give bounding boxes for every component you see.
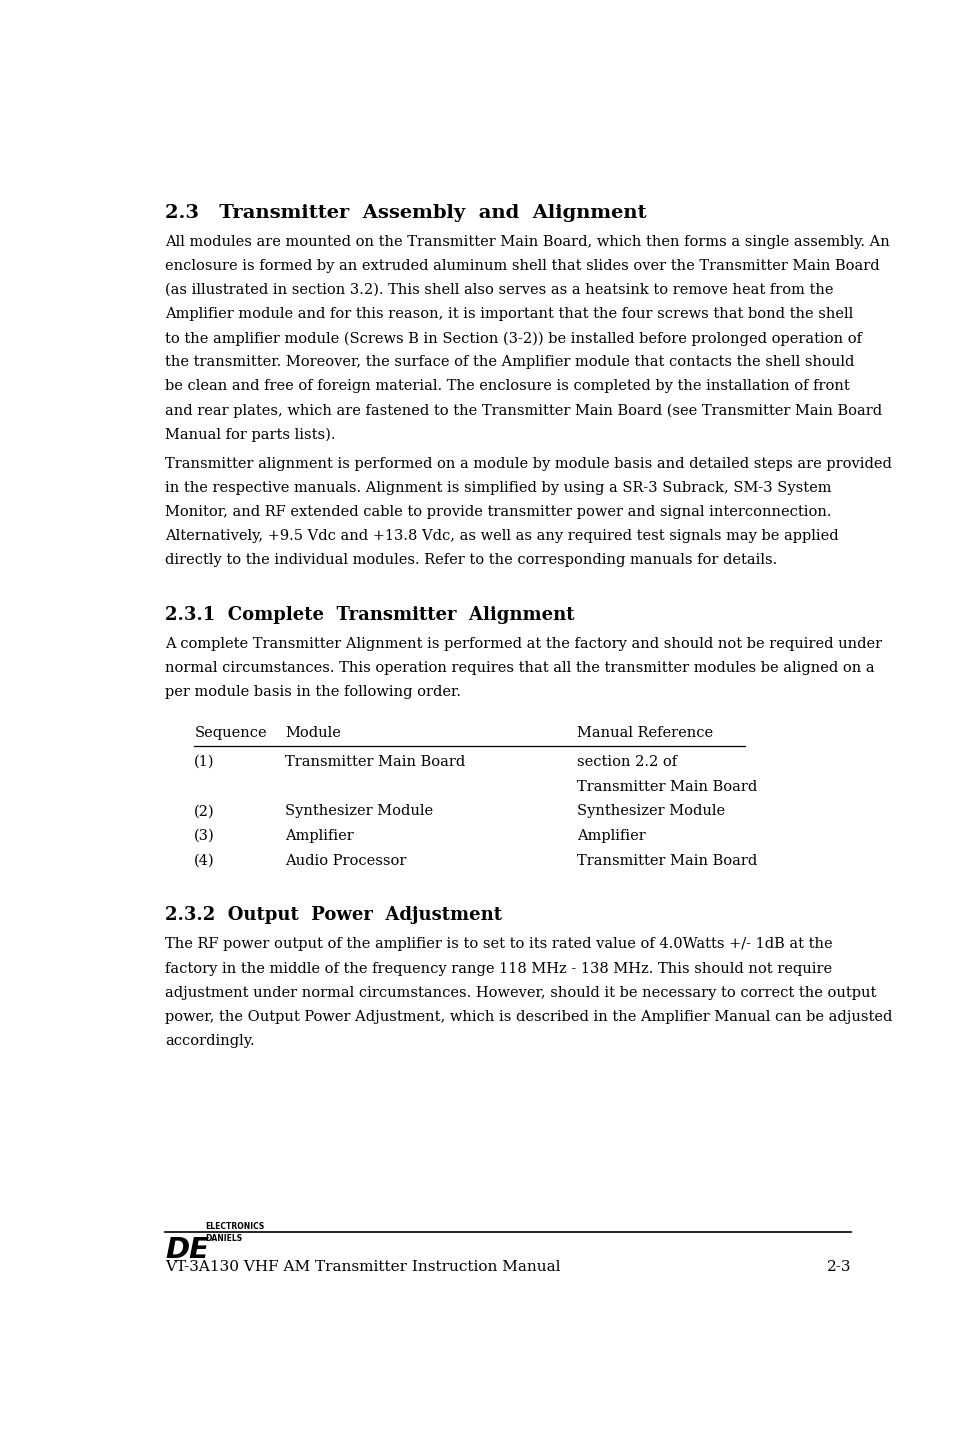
Text: Transmitter alignment is performed on a module by module basis and detailed step: Transmitter alignment is performed on a … [165,457,891,471]
Text: Alternatively, +9.5 Vdc and +13.8 Vdc, as well as any required test signals may : Alternatively, +9.5 Vdc and +13.8 Vdc, a… [165,529,838,544]
Text: DE: DE [165,1236,209,1264]
Text: ELECTRONICS: ELECTRONICS [205,1223,265,1232]
Text: enclosure is formed by an extruded aluminum shell that slides over the Transmitt: enclosure is formed by an extruded alumi… [165,259,879,273]
Text: power, the Output Power Adjustment, which is described in the Amplifier Manual c: power, the Output Power Adjustment, whic… [165,1009,892,1024]
Text: 2.3.2  Output  Power  Adjustment: 2.3.2 Output Power Adjustment [165,906,502,925]
Text: directly to the individual modules. Refer to the corresponding manuals for detai: directly to the individual modules. Refe… [165,554,777,567]
Text: accordingly.: accordingly. [165,1034,255,1048]
Text: 2.3   Transmitter  Assembly  and  Alignment: 2.3 Transmitter Assembly and Alignment [165,204,647,221]
Text: Transmitter Main Board: Transmitter Main Board [285,755,465,769]
Text: Synthesizer Module: Synthesizer Module [285,804,433,819]
Text: Synthesizer Module: Synthesizer Module [576,804,724,819]
Text: (1): (1) [194,755,215,769]
Text: VT-3A130 VHF AM Transmitter Instruction Manual: VT-3A130 VHF AM Transmitter Instruction … [165,1261,561,1274]
Text: Manual for parts lists).: Manual for parts lists). [165,427,336,442]
Text: Monitor, and RF extended cable to provide transmitter power and signal interconn: Monitor, and RF extended cable to provid… [165,506,831,519]
Text: to the amplifier module (Screws B in Section (3-2)) be installed before prolonge: to the amplifier module (Screws B in Sec… [165,332,862,346]
Text: per module basis in the following order.: per module basis in the following order. [165,685,461,699]
Text: Transmitter Main Board: Transmitter Main Board [576,853,756,868]
Text: (2): (2) [194,804,215,819]
Text: DANIELS: DANIELS [205,1233,242,1243]
Text: Sequence: Sequence [194,726,267,740]
Text: Amplifier: Amplifier [285,829,354,843]
Text: Manual Reference: Manual Reference [576,726,712,740]
Text: factory in the middle of the frequency range 118 MHz - 138 MHz. This should not : factory in the middle of the frequency r… [165,961,831,976]
Text: adjustment under normal circumstances. However, should it be necessary to correc: adjustment under normal circumstances. H… [165,986,876,999]
Text: (3): (3) [194,829,215,843]
Text: All modules are mounted on the Transmitter Main Board, which then forms a single: All modules are mounted on the Transmitt… [165,236,889,249]
Text: Amplifier: Amplifier [576,829,645,843]
Text: Transmitter Main Board: Transmitter Main Board [576,779,756,794]
Text: 2-3: 2-3 [826,1261,851,1274]
Text: Audio Processor: Audio Processor [285,853,406,868]
Text: 2.3.1  Complete  Transmitter  Alignment: 2.3.1 Complete Transmitter Alignment [165,605,574,624]
Text: Module: Module [285,726,341,740]
Text: and rear plates, which are fastened to the Transmitter Main Board (see Transmitt: and rear plates, which are fastened to t… [165,403,881,417]
Text: in the respective manuals. Alignment is simplified by using a SR-3 Subrack, SM-3: in the respective manuals. Alignment is … [165,481,831,496]
Text: Amplifier module and for this reason, it is important that the four screws that : Amplifier module and for this reason, it… [165,307,853,321]
Text: normal circumstances. This operation requires that all the transmitter modules b: normal circumstances. This operation req… [165,662,874,675]
Text: the transmitter. Moreover, the surface of the Amplifier module that contacts the: the transmitter. Moreover, the surface o… [165,355,854,369]
Text: A complete Transmitter Alignment is performed at the factory and should not be r: A complete Transmitter Alignment is perf… [165,637,881,651]
Text: The RF power output of the amplifier is to set to its rated value of 4.0Watts +/: The RF power output of the amplifier is … [165,938,832,951]
Text: (as illustrated in section 3.2). This shell also serves as a heatsink to remove : (as illustrated in section 3.2). This sh… [165,284,833,297]
Text: (4): (4) [194,853,215,868]
Text: be clean and free of foreign material. The enclosure is completed by the install: be clean and free of foreign material. T… [165,379,849,394]
Text: section 2.2 of: section 2.2 of [576,755,676,769]
